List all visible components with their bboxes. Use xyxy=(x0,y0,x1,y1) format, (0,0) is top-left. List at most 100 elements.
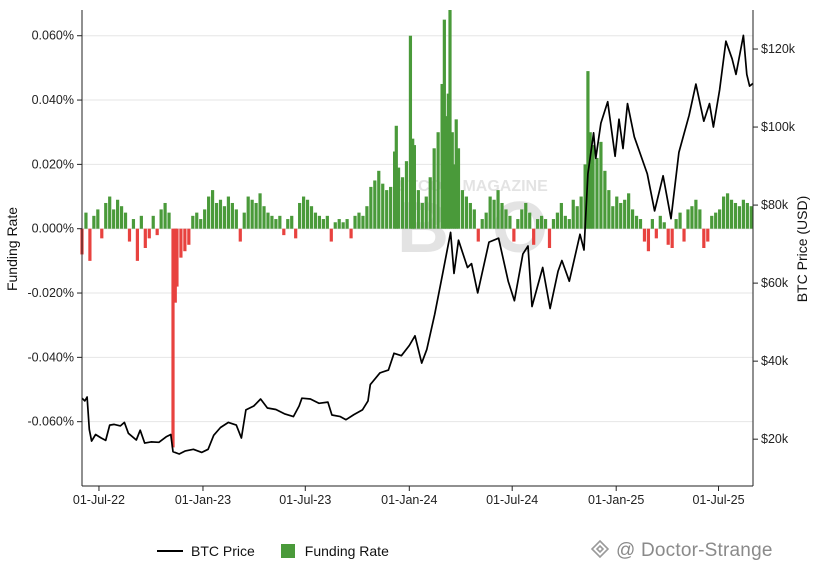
legend-item-btc-price[interactable]: BTC Price xyxy=(157,543,255,559)
funding-rate-bar xyxy=(611,206,615,229)
funding-rate-bar xyxy=(543,219,548,229)
funding-rate-bar xyxy=(567,219,571,229)
funding-rate-bar xyxy=(329,228,333,242)
funding-rate-bar xyxy=(654,228,658,239)
funding-rate-bar xyxy=(532,228,536,245)
funding-rate-bar xyxy=(183,228,187,252)
funding-rate-bar xyxy=(373,180,377,229)
funding-rate-bar xyxy=(588,132,592,229)
funding-rate-bar xyxy=(627,193,631,229)
funding-rate-bar xyxy=(389,186,393,229)
funding-rate-bar xyxy=(432,148,436,229)
funding-rate-bar xyxy=(456,148,461,229)
funding-rate-bar xyxy=(246,196,250,229)
funding-rate-bar xyxy=(464,196,468,229)
x-tick-label: 01-Jan-24 xyxy=(381,493,437,507)
funding-rate-bar xyxy=(666,228,670,245)
funding-rate-bar xyxy=(555,212,560,229)
funding-rate-bar xyxy=(454,119,458,229)
axes xyxy=(81,10,754,487)
funding-rate-bar xyxy=(729,199,734,229)
funding-rate-bar xyxy=(646,228,651,252)
funding-rate-bar xyxy=(694,199,698,229)
legend: BTC Price Funding Rate xyxy=(157,540,415,562)
funding-rate-bar xyxy=(710,215,714,229)
funding-rate-bar xyxy=(551,219,556,229)
funding-rate-bar xyxy=(678,212,682,229)
funding-rate-bar xyxy=(274,219,278,229)
funding-rate-bar xyxy=(254,202,258,229)
funding-rate-bar xyxy=(143,228,147,248)
funding-rate-bar xyxy=(230,202,234,229)
right-tick-label: $40k xyxy=(761,354,789,368)
funding-rate-bar xyxy=(460,190,465,229)
funding-rate-bar xyxy=(492,199,496,229)
funding-rate-bar xyxy=(595,157,599,229)
funding-rate-bar xyxy=(722,196,726,229)
funding-rate-bar xyxy=(745,202,749,229)
funding-rate-bar xyxy=(488,196,492,229)
funding-rate-bar xyxy=(361,215,365,229)
funding-rate-bar xyxy=(305,199,310,229)
funding-rate-bar xyxy=(591,145,595,229)
funding-rate-bar xyxy=(504,209,508,229)
x-tick-label: 01-Jul-23 xyxy=(279,493,331,507)
funding-rate-bar xyxy=(440,83,444,229)
funding-rate-bar xyxy=(163,202,167,229)
right-tick-label: $20k xyxy=(761,432,789,446)
funding-rate-bar xyxy=(187,228,191,245)
funding-rate-bar xyxy=(321,219,325,229)
funding-rate-bar xyxy=(210,190,215,229)
funding-rate-bar xyxy=(282,228,286,236)
funding-rate-bar xyxy=(733,202,738,229)
left-axis-ticks: 0.060% 0.040% 0.020% 0.000% -0.020% -0.040% -0… xyxy=(27,29,82,429)
funding-rate-bar xyxy=(357,212,361,229)
funding-rate-bar xyxy=(250,199,254,229)
funding-rate-bar xyxy=(337,219,341,229)
funding-rate-bar xyxy=(690,206,694,229)
legend-item-funding-rate[interactable]: Funding Rate xyxy=(280,543,389,559)
funding-rate-bar xyxy=(436,132,440,229)
funding-rate-bar xyxy=(408,35,413,229)
right-axis-title: BTC Price (USD) xyxy=(794,196,810,303)
right-axis-ticks: $120k $100k $80k $60k $40k $20k xyxy=(753,42,796,446)
funding-rate-bar xyxy=(662,222,666,229)
right-tick-label: $120k xyxy=(761,42,796,56)
x-axis-ticks: 01-Jul-22 01-Jan-23 01-Jul-23 01-Jan-24 01-J… xyxy=(73,486,745,507)
funding-rate-bar xyxy=(381,183,385,229)
funding-rate-bar xyxy=(642,228,647,242)
funding-rate-bar xyxy=(725,193,730,229)
funding-rate-bar xyxy=(480,219,484,229)
funding-rate-bar xyxy=(536,219,540,229)
funding-rate-bar xyxy=(571,199,575,229)
left-tick-label: -0.020% xyxy=(27,286,74,300)
funding-rate-bar xyxy=(496,190,500,229)
funding-rate-bars xyxy=(80,10,753,448)
funding-rate-bar xyxy=(123,212,128,229)
funding-rate-bar xyxy=(682,228,686,242)
btc-price-line-group xyxy=(81,34,754,455)
funding-rate-bar xyxy=(524,202,528,229)
author-watermark: @ Doctor-Strange xyxy=(590,539,773,561)
funding-rate-bar xyxy=(444,116,448,229)
funding-rate-bar xyxy=(393,151,397,229)
funding-rate-bar xyxy=(603,170,607,229)
funding-rate-bar xyxy=(586,71,590,229)
x-tick-label: 01-Jan-23 xyxy=(175,493,231,507)
funding-rate-bar xyxy=(175,228,179,287)
legend-line-swatch xyxy=(157,550,183,552)
funding-rate-bar xyxy=(484,212,488,229)
funding-rate-bar xyxy=(547,228,552,248)
funding-rate-bar xyxy=(412,145,416,229)
funding-rate-bar xyxy=(749,206,753,229)
funding-rate-bar xyxy=(428,177,432,229)
funding-rate-bar xyxy=(698,209,702,229)
funding-rate-bar xyxy=(195,212,199,229)
funding-rate-bar xyxy=(500,202,504,229)
funding-rate-bar xyxy=(512,228,516,242)
funding-rate-bar xyxy=(718,209,722,229)
author-watermark-text: @ Doctor-Strange xyxy=(616,540,773,561)
funding-rate-bar xyxy=(446,93,450,229)
funding-rate-bar xyxy=(242,212,246,229)
funding-rate-bar xyxy=(634,215,639,229)
